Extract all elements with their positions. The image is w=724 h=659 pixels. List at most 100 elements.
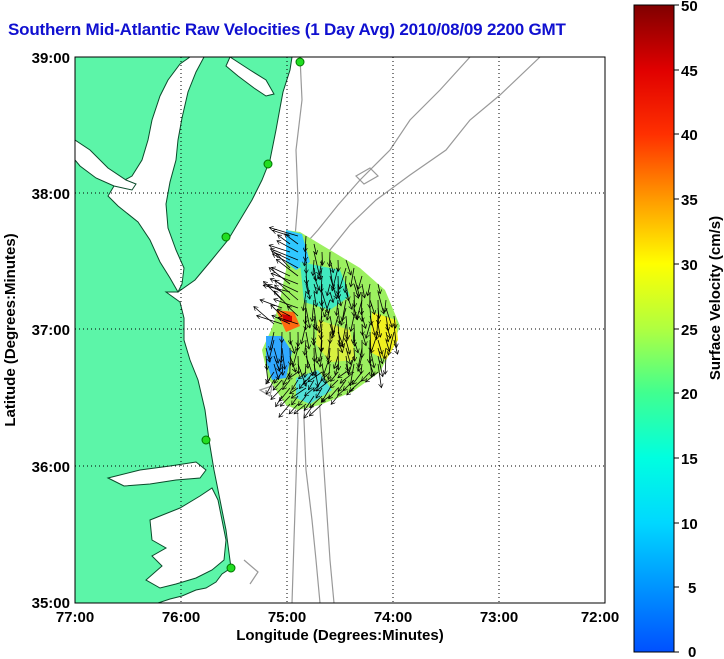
velocity-arrow [321, 291, 329, 313]
velocity-arrow [273, 254, 299, 269]
velocity-arrow [331, 371, 339, 381]
velocity-arrow [393, 339, 398, 354]
velocity-arrow [328, 339, 331, 360]
colorbar-label: Surface Velocity (cm/s) [707, 216, 724, 380]
velocity-arrow [278, 318, 299, 325]
velocity-arrow [310, 395, 323, 408]
velocity-arrow [385, 323, 391, 338]
velocity-arrow [366, 371, 379, 382]
velocity-arrow [297, 339, 298, 351]
velocity-arrow [269, 228, 299, 237]
velocity-arrow [270, 249, 299, 261]
velocity-arrow [305, 235, 306, 252]
velocity-arrow [301, 323, 307, 344]
colorbar-tick: 50 [681, 0, 698, 15]
velocity-arrow [337, 331, 344, 348]
velocity-arrow [323, 355, 331, 376]
velocity-arrow [319, 315, 323, 333]
velocity-arrow [329, 387, 339, 399]
velocity-arrow [289, 339, 295, 354]
velocity-arrow [338, 379, 347, 391]
velocity-arrow [275, 280, 299, 301]
velocity-arrow [321, 371, 331, 381]
velocity-arrow [346, 355, 348, 371]
y-tick-label: 38:00 [32, 186, 70, 203]
x-axis-label: Longitude (Degrees:Minutes) [236, 627, 444, 644]
velocity-arrow [305, 339, 306, 355]
velocity-arrow [293, 347, 299, 367]
velocity-arrow [361, 315, 366, 328]
velocity-arrow [305, 387, 315, 396]
velocity-arrow [385, 299, 386, 312]
velocity-arrow [314, 283, 317, 294]
velocity-arrow [314, 243, 316, 254]
velocity-arrow [327, 307, 331, 320]
velocity-arrow [370, 339, 371, 363]
x-tick-label: 75:00 [268, 609, 306, 626]
station-marker [263, 159, 273, 169]
velocity-arrow [369, 363, 374, 376]
velocity-arrow [266, 371, 275, 384]
velocity-arrow [354, 347, 355, 361]
velocity-arrow [351, 315, 355, 331]
velocity-arrow [304, 403, 315, 418]
velocity-arrow [329, 323, 333, 336]
y-axis-label: Latitude (Degrees:Minutes) [2, 233, 19, 426]
velocity-arrow [305, 363, 306, 377]
velocity-arrow [273, 347, 278, 363]
velocity-arrow [385, 355, 386, 374]
velocity-arrow [308, 379, 315, 390]
velocity-arrow [345, 291, 352, 309]
velocity-arrow [274, 291, 291, 309]
colorbar-tick: 25 [681, 322, 698, 339]
velocity-arrow [276, 259, 299, 277]
velocity-arrow [361, 291, 362, 315]
velocity-arrow [285, 234, 299, 245]
station-marker [201, 435, 211, 445]
velocity-arrow [275, 395, 283, 407]
delaware-bay [225, 57, 275, 97]
velocity-arrow [386, 315, 388, 331]
velocity-arrow [345, 275, 346, 293]
velocity-arrow [377, 363, 381, 388]
velocity-arrow [299, 379, 307, 389]
velocity-arrow [330, 251, 331, 267]
x-tick-label: 72:00 [581, 609, 619, 626]
velocity-arrow [342, 299, 347, 321]
velocity-arrow [353, 307, 358, 320]
velocity-arrow [275, 285, 291, 301]
velocity-arrow [345, 347, 351, 364]
velocity-arrow [280, 395, 291, 406]
velocity-arrow [340, 371, 355, 383]
velocity-arrow [321, 275, 322, 292]
velocity-arrow [371, 331, 379, 353]
x-tick-label: 76:00 [162, 609, 200, 626]
plot-frame [74, 56, 606, 604]
y-axis: 39:00 38:00 37:00 36:00 35:00 Latitude (… [2, 50, 70, 612]
velocity-arrow [294, 403, 307, 414]
velocity-arrow [290, 387, 299, 394]
velocity-arrow [337, 291, 341, 306]
station-marker [295, 57, 305, 67]
velocity-arrow [347, 387, 355, 395]
x-tick-label: 77:00 [56, 609, 94, 626]
velocity-arrow [291, 379, 299, 390]
velocity-arrow [289, 403, 299, 414]
radar-stations [201, 57, 305, 573]
velocity-arrow [281, 339, 282, 363]
velocity-arrow [314, 379, 323, 391]
velocity-arrow [281, 347, 285, 369]
velocity-arrow [377, 339, 382, 354]
colorbar-tick: 45 [681, 63, 698, 80]
velocity-arrow [370, 307, 371, 325]
velocity-arrow [279, 403, 291, 417]
station-marker [221, 232, 231, 242]
velocity-arrow [377, 355, 383, 377]
velocity-arrow [385, 339, 390, 352]
velocity-arrow [362, 283, 365, 298]
velocity-arrow [266, 355, 267, 370]
velocity-arrow [327, 283, 330, 296]
velocity-arrow [340, 267, 347, 289]
velocity-arrow [321, 283, 322, 306]
